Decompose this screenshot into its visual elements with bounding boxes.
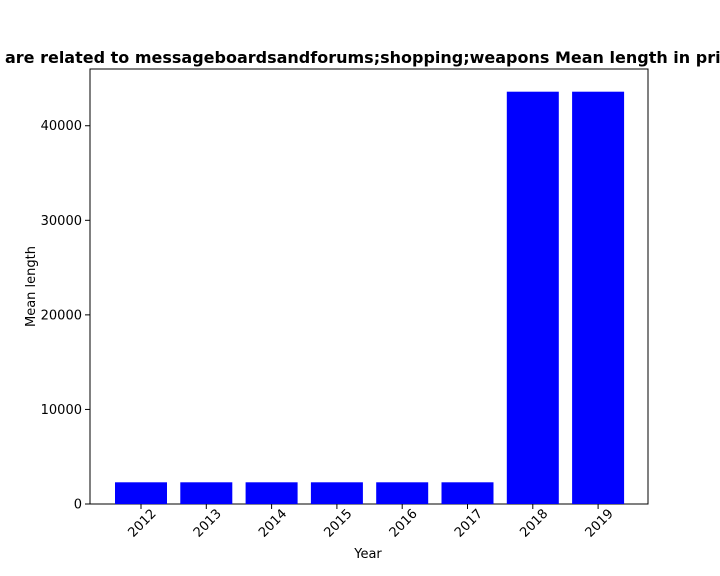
bar-2017 [441,482,494,505]
bar-2013 [180,482,233,505]
x-tick-label: 2016 [387,507,421,541]
x-tick-label: 2017 [452,507,486,541]
bar-2019 [572,91,625,504]
y-axis-ticks: 0 10000 20000 30000 40000 [41,119,90,513]
x-tick-label: 2014 [256,507,290,541]
plot-area [89,68,649,505]
chart-title: are related to messageboardsandforums;sh… [5,48,720,67]
bar-2012 [115,482,167,505]
x-tick-label: 2013 [191,507,225,541]
y-tick-label: 20000 [41,308,82,323]
bar-2016 [376,482,429,505]
y-tick-label: 0 [74,498,82,513]
y-tick-label: 30000 [41,214,82,229]
x-tick-label: 2015 [321,507,355,541]
bar-2014 [245,482,298,505]
x-axis-label: Year [353,547,382,562]
bar-2018 [506,91,559,504]
y-tick-label: 40000 [41,119,82,134]
y-tick-label: 10000 [41,403,82,418]
x-tick-label: 2018 [517,507,551,541]
bar-series [115,91,625,505]
y-axis-label: Mean length [24,246,39,327]
x-tick-label: 2019 [583,507,617,541]
x-tick-label: 2012 [126,507,160,541]
bar-2015 [310,482,363,505]
x-axis-ticks: 2012 2013 2014 2015 2016 2017 2018 2019 [126,504,617,541]
